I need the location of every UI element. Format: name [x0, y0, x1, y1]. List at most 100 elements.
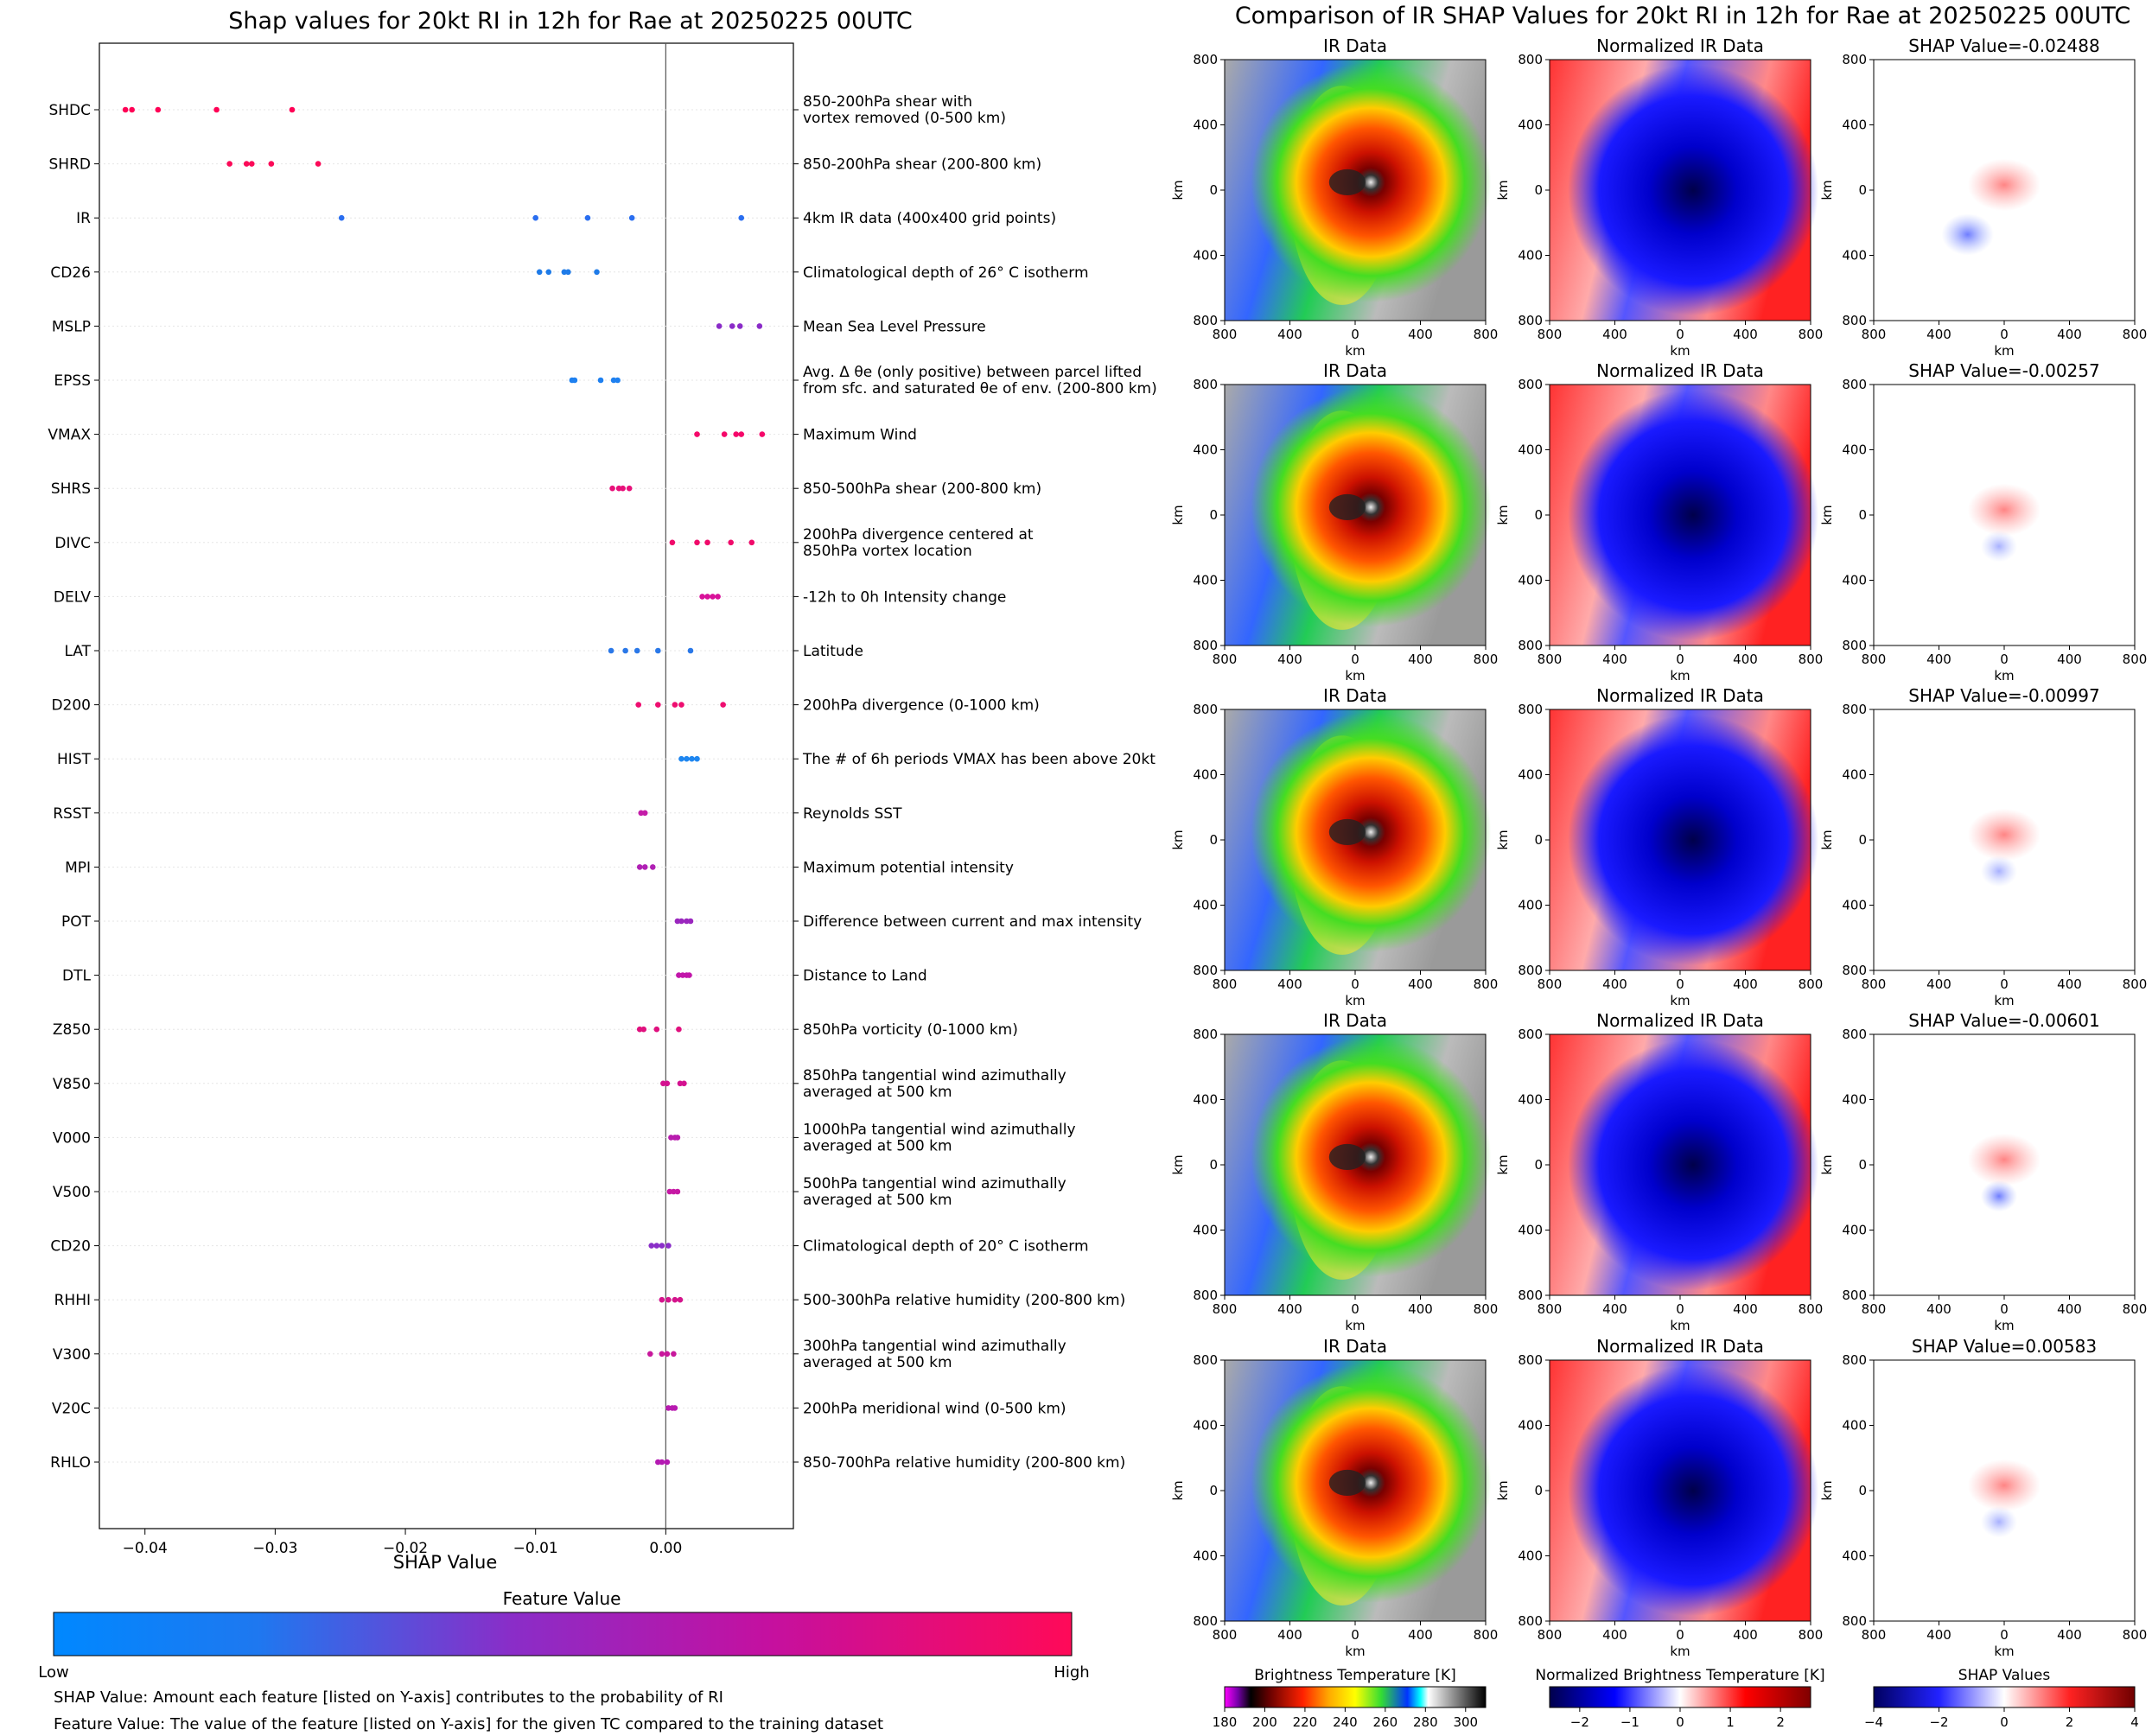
x-tick-label: 0 [1676, 1627, 1684, 1643]
x-tick-label: 800 [2123, 327, 2148, 342]
shap-point-pot [678, 918, 684, 925]
feature-description: Maximum Wind [803, 427, 917, 444]
x-tick-label: 0 [2000, 1301, 2009, 1317]
shap-negative-area [1980, 531, 2018, 563]
y-tick-label: 400 [1518, 1092, 1543, 1108]
feature-label-hist: HIST [57, 751, 92, 768]
shap-point-cd26 [545, 269, 552, 276]
x-axis-label: SHAP Value [393, 1552, 498, 1573]
shap-point-divc [728, 539, 734, 546]
feature-description: averaged at 500 km [803, 1192, 952, 1209]
x-tick-label: 800 [1799, 327, 1824, 342]
shap-point-shrd [315, 161, 322, 167]
feature-label-pot: POT [61, 913, 92, 931]
shap-point-divc [669, 539, 676, 546]
shap-point-vmax [738, 431, 745, 437]
x-tick-label: 800 [1213, 1627, 1238, 1643]
y-tick-label: 800 [1518, 377, 1543, 392]
y-tick-label: 800 [1842, 1027, 1867, 1042]
feature-description: Maximum potential intensity [803, 859, 1014, 876]
y-axis-unit: km [1495, 830, 1511, 849]
y-tick-label: 400 [1518, 1418, 1543, 1434]
x-tick-label: 800 [1538, 652, 1563, 667]
feature-description: 850-200hPa shear (200-800 km) [803, 156, 1041, 174]
y-tick-label: 800 [1518, 1613, 1543, 1629]
y-tick-label: 400 [1518, 898, 1543, 913]
panel-frame [1873, 384, 2136, 646]
x-tick-label: 800 [1474, 652, 1499, 667]
y-tick-label: 400 [1518, 1548, 1543, 1564]
shap-point-shrs [609, 485, 615, 492]
x-tick-label: 0 [1351, 652, 1359, 667]
x-tick-label: 400 [1926, 652, 1951, 667]
x-tick-label: 400 [1408, 327, 1433, 342]
x-axis-unit: km [1994, 343, 2014, 359]
feature-label-dtl: DTL [62, 968, 91, 985]
y-tick-label: 400 [1193, 573, 1218, 588]
x-axis-unit: km [1670, 343, 1690, 359]
feature-label-cd26: CD26 [50, 264, 91, 282]
x-tick-label: 400 [2057, 976, 2082, 992]
shap-point-v20c [672, 1405, 678, 1411]
shap-point-ir [338, 214, 345, 221]
x-tick-label: 800 [1474, 1627, 1499, 1643]
panel-frame [1224, 1359, 1487, 1622]
y-tick-label: 400 [1842, 1223, 1867, 1238]
shap-point-v500 [674, 1188, 681, 1195]
x-tick-label: 800 [2123, 976, 2148, 992]
x-tick-label: 400 [2057, 327, 2082, 342]
y-tick-label: 800 [1193, 377, 1218, 392]
shap-point-rhlo [659, 1459, 665, 1466]
panel-frame [1224, 384, 1487, 646]
y-tick-label: 400 [1518, 248, 1543, 264]
colorbar-low-label: Low [38, 1663, 68, 1682]
colorbar-tick-label: 300 [1453, 1714, 1478, 1730]
shap-point-cd26 [561, 269, 568, 276]
feature-description: Mean Sea Level Pressure [803, 318, 986, 335]
y-axis-unit: km [1495, 1154, 1511, 1174]
y-tick-label: 400 [1193, 767, 1218, 783]
y-tick-label: 400 [1842, 1548, 1867, 1564]
ir-data-title: IR Data [1323, 360, 1387, 381]
y-tick-label: 800 [1842, 377, 1867, 392]
y-tick-label: 800 [1842, 963, 1867, 978]
y-tick-label: 0 [1858, 1483, 1867, 1498]
normalized-ir-panel: 80080040040000400400800800kmkmNormalized… [1495, 1336, 1823, 1659]
x-tick-label: 800 [1799, 652, 1824, 667]
feature-description: Difference between current and max inten… [803, 913, 1142, 931]
x-tick-label: 400 [1408, 976, 1433, 992]
ir-storm [1251, 1363, 1492, 1603]
shap-point-pot [684, 918, 690, 925]
shap-point-rsst [638, 810, 645, 817]
ir-data-title: IR Data [1323, 35, 1387, 56]
shap-point-v850 [664, 1080, 671, 1087]
y-tick-label: 800 [1518, 1027, 1543, 1042]
x-tick-label: 0 [2000, 1627, 2009, 1643]
x-axis-unit: km [1994, 993, 2014, 1008]
ir-data-title: IR Data [1323, 1336, 1387, 1357]
y-axis-unit: km [1495, 1480, 1511, 1500]
shap-point-shdc [122, 106, 129, 113]
ir-colorbars: Brightness Temperature [K]180 200 220 240 26… [1213, 1667, 2139, 1736]
shap-point-dtl [676, 972, 682, 978]
x-axis-unit: km [1994, 668, 2014, 684]
x-tick-label: 800 [1799, 1627, 1824, 1643]
normalized-ir-panel: 80080040040000400400800800kmkmNormalized… [1495, 1010, 1823, 1333]
shap-point-shdc [155, 106, 162, 113]
x-tick-label: 400 [1408, 652, 1433, 667]
y-tick-label: 800 [1518, 52, 1543, 67]
y-tick-label: 400 [1842, 248, 1867, 264]
y-tick-label: 800 [1193, 1288, 1218, 1303]
shap-point-rsst [641, 810, 648, 817]
x-tick-label: 800 [1213, 327, 1238, 342]
shap-point-lat [634, 647, 640, 654]
x-tick-label: 0 [1676, 976, 1684, 992]
panel-frame [1224, 709, 1487, 971]
x-tick-label: 800 [1862, 1627, 1887, 1643]
shap-point-lat [622, 647, 628, 654]
x-axis-unit: km [1670, 1644, 1690, 1659]
shap-point-shdc [289, 106, 296, 113]
